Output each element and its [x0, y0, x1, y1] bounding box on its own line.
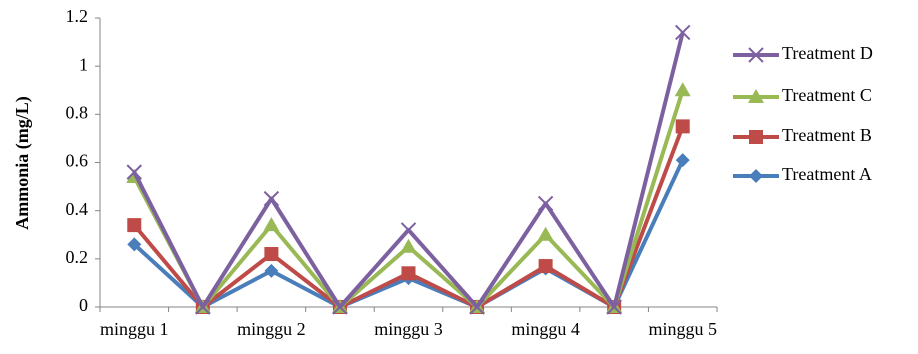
legend-label: Treatment B [782, 125, 872, 145]
x-tick-label: minggu 1 [100, 319, 169, 339]
y-tick-label: 0.6 [66, 151, 89, 171]
y-tick-label: 0.2 [66, 247, 89, 267]
y-axis-label: Ammonia (mg/L) [12, 96, 33, 230]
marker [538, 259, 553, 274]
series-line [132, 31, 685, 309]
y-tick-label: 0.4 [66, 199, 89, 219]
x-tick-label: minggu 3 [374, 319, 443, 339]
marker [127, 218, 142, 233]
marker [749, 130, 763, 144]
marker [606, 299, 622, 315]
marker [469, 299, 485, 315]
marker [195, 299, 211, 315]
y-tick-label: 0.8 [66, 102, 89, 122]
x-tick-label: minggu 2 [237, 319, 306, 339]
marker [400, 222, 417, 238]
marker [263, 217, 280, 232]
marker [748, 89, 764, 103]
marker [537, 226, 554, 241]
legend-label: Treatment D [782, 43, 873, 63]
legend-label: Treatment A [782, 164, 872, 184]
marker [126, 164, 142, 180]
marker [537, 195, 554, 212]
marker [332, 299, 348, 315]
y-tick-label: 0 [79, 295, 88, 315]
marker [675, 24, 691, 41]
marker [264, 247, 279, 262]
marker [264, 263, 279, 278]
marker [400, 238, 417, 253]
marker [401, 266, 416, 281]
marker [748, 47, 764, 63]
legend-label: Treatment C [782, 85, 872, 105]
marker [263, 190, 280, 207]
y-tick-label: 1 [79, 54, 88, 74]
x-tick-label: minggu 5 [648, 319, 717, 339]
marker [674, 82, 691, 97]
marker [749, 169, 763, 183]
marker [675, 119, 690, 134]
marker [675, 153, 690, 168]
x-tick-label: minggu 4 [511, 319, 580, 339]
marker [127, 237, 142, 252]
y-tick-label: 1.2 [66, 6, 89, 26]
